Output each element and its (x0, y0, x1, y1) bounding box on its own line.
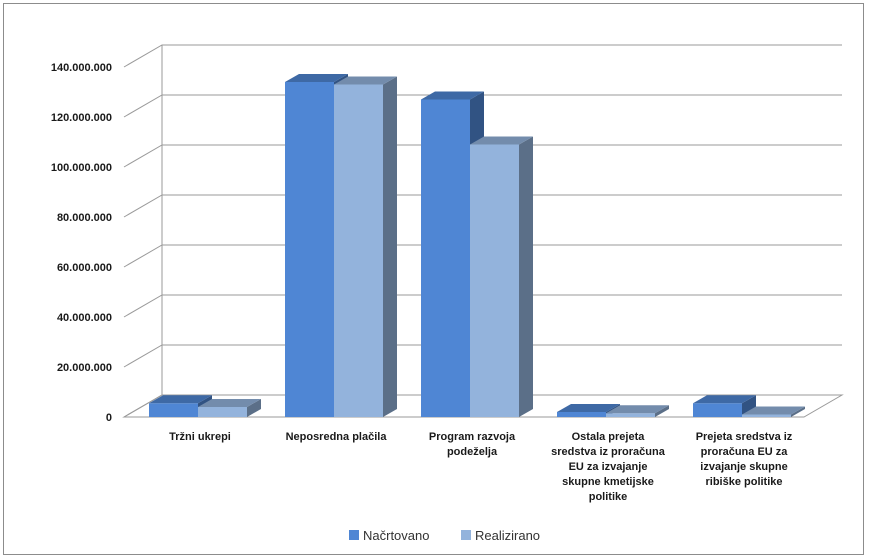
bar-front (334, 84, 383, 417)
y-tick-label: 120.000.000 (51, 112, 112, 124)
bar-top (198, 399, 261, 407)
bar-top (606, 405, 669, 414)
y-tick-label: 40.000.000 (57, 312, 112, 324)
y-axis-ticks: 0 20.000.000 40.000.000 60.000.000 80.000.00… (51, 62, 112, 424)
legend: Načrtovano Realizirano (349, 528, 540, 543)
bar-top (149, 395, 212, 404)
gridline (123, 194, 842, 218)
bar-front (470, 144, 519, 417)
gridline (123, 294, 842, 318)
x-tick-label: Ostala prejeta sredstva iz proračuna EU za… (551, 431, 666, 503)
bar-chart: 0 20.000.000 40.000.000 60.000.000 80.000.00… (51, 44, 844, 543)
legend-label: Načrtovano (363, 528, 429, 543)
gridline (123, 144, 842, 168)
bar-side (519, 136, 533, 417)
bar-side (383, 76, 397, 417)
legend-swatch (461, 530, 471, 540)
bar (470, 136, 533, 417)
bar-side (655, 405, 669, 417)
x-tick-label: Prejeta sredstva iz proračuna EU za izvaja… (696, 431, 793, 488)
gridline (123, 44, 842, 68)
y-tick-label: 140.000.000 (51, 62, 112, 74)
bars (149, 74, 805, 417)
legend-label: Realizirano (475, 528, 540, 543)
bar-front (149, 403, 198, 417)
bar (742, 406, 805, 417)
x-tick-label: Tržni ukrepi (169, 431, 231, 443)
bar-top (334, 76, 397, 85)
x-tick-label: Neposredna plačila (286, 431, 388, 443)
bar-top (285, 74, 348, 82)
bar-top (421, 91, 484, 100)
bar (149, 395, 212, 417)
bar (606, 405, 669, 417)
bar-front (606, 413, 655, 417)
bar-side (742, 395, 756, 417)
legend-swatch (349, 530, 359, 540)
bar (693, 395, 756, 417)
bar-side (791, 406, 805, 417)
x-tick-label: Program razvoja podeželja (429, 431, 516, 458)
back-wall-edge (123, 45, 163, 418)
chart-frame: 0 20.000.000 40.000.000 60.000.000 80.000.00… (3, 3, 864, 555)
bar-front (421, 99, 470, 417)
gridline (123, 344, 842, 368)
bar-front (693, 403, 742, 417)
gridline (123, 244, 842, 268)
y-tick-label: 0 (106, 412, 112, 424)
bar-front (285, 82, 334, 417)
y-tick-label: 20.000.000 (57, 362, 112, 374)
bar-top (693, 395, 756, 404)
bar-front (742, 414, 791, 417)
y-tick-label: 100.000.000 (51, 162, 112, 174)
bar-front (198, 407, 247, 417)
legend-item: Realizirano (461, 528, 540, 543)
gridlines (123, 44, 842, 368)
legend-item: Načrtovano (349, 528, 429, 543)
y-tick-label: 80.000.000 (57, 212, 112, 224)
bar-side (247, 399, 261, 417)
bar-top (557, 404, 620, 412)
bar-top (742, 406, 805, 415)
y-tick-label: 60.000.000 (57, 262, 112, 274)
bar (334, 76, 397, 417)
bar (198, 399, 261, 417)
x-axis-labels: Tržni ukrepi Neposredna plačila Program ra… (169, 431, 793, 503)
bar-top (470, 136, 533, 145)
bar-front (557, 412, 606, 417)
gridline (123, 94, 842, 118)
